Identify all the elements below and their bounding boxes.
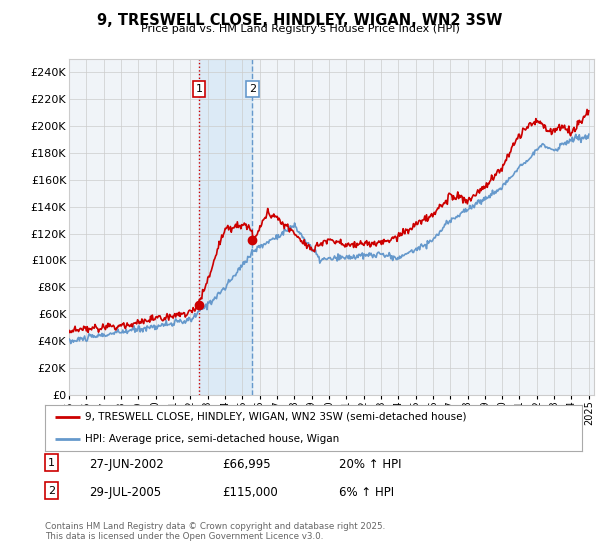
Text: 1: 1 (196, 84, 202, 94)
Text: Contains HM Land Registry data © Crown copyright and database right 2025.
This d: Contains HM Land Registry data © Crown c… (45, 522, 385, 542)
Text: 27-JUN-2002: 27-JUN-2002 (89, 458, 164, 470)
Text: 20% ↑ HPI: 20% ↑ HPI (339, 458, 401, 470)
Text: 9, TRESWELL CLOSE, HINDLEY, WIGAN, WN2 3SW: 9, TRESWELL CLOSE, HINDLEY, WIGAN, WN2 3… (97, 13, 503, 28)
Text: 1: 1 (48, 458, 55, 468)
Text: 9, TRESWELL CLOSE, HINDLEY, WIGAN, WN2 3SW (semi-detached house): 9, TRESWELL CLOSE, HINDLEY, WIGAN, WN2 3… (85, 412, 467, 422)
Text: £115,000: £115,000 (222, 486, 278, 498)
Text: 2: 2 (48, 486, 55, 496)
Text: Price paid vs. HM Land Registry's House Price Index (HPI): Price paid vs. HM Land Registry's House … (140, 24, 460, 34)
Text: 29-JUL-2005: 29-JUL-2005 (89, 486, 161, 498)
Text: 6% ↑ HPI: 6% ↑ HPI (339, 486, 394, 498)
Text: 2: 2 (249, 84, 256, 94)
Text: £66,995: £66,995 (222, 458, 271, 470)
Text: HPI: Average price, semi-detached house, Wigan: HPI: Average price, semi-detached house,… (85, 434, 340, 444)
